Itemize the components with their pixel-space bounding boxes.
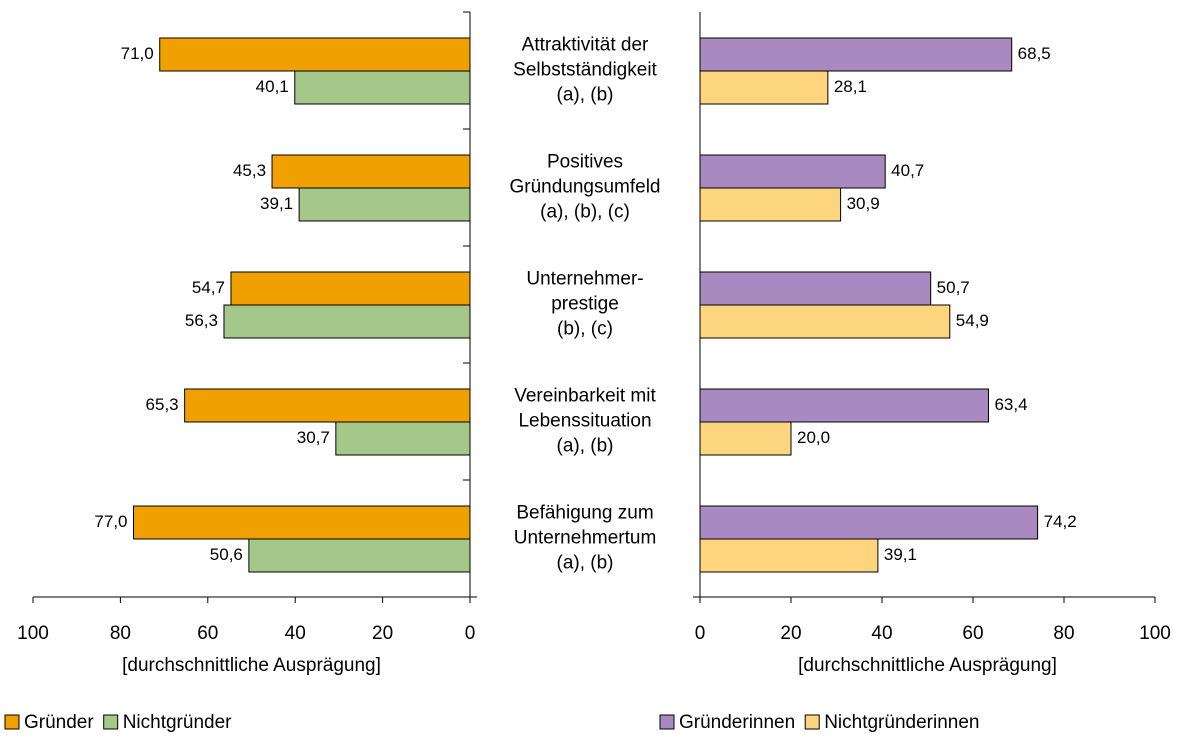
category-label: Unternehmertum: [514, 528, 657, 549]
bar: [699, 505, 1039, 540]
bar: [699, 271, 932, 306]
category-label: Unternehmer-: [526, 269, 643, 290]
category-label: Gründungsumfeld: [509, 177, 660, 198]
value-label: 74,2: [1044, 512, 1077, 531]
bar: [699, 304, 951, 339]
category-label: (a), (b), (c): [540, 202, 630, 223]
value-label: 30,7: [297, 428, 330, 447]
bar: [699, 538, 879, 573]
value-label: 39,1: [260, 194, 293, 213]
legend-swatch: [659, 714, 675, 730]
x-tick-label: 20: [780, 623, 801, 644]
category-label: Lebenssituation: [518, 411, 651, 432]
value-label: 68,5: [1018, 44, 1051, 63]
value-label: 20,0: [797, 428, 830, 447]
bar: [699, 388, 989, 423]
bar: [294, 70, 471, 105]
category-label: Selbstständigkeit: [513, 60, 657, 81]
x-tick-label: 0: [465, 623, 476, 644]
bar: [271, 154, 471, 189]
value-label: 40,7: [891, 161, 924, 180]
bar: [133, 505, 471, 540]
value-label: 63,4: [994, 395, 1027, 414]
value-label: 65,3: [146, 395, 179, 414]
legend-swatch: [4, 714, 20, 730]
value-label: 45,3: [233, 161, 266, 180]
legend-label: Gründer: [24, 712, 94, 733]
category-label: Vereinbarkeit mit: [514, 386, 656, 407]
value-label: 30,9: [847, 194, 880, 213]
x-tick-label: 60: [962, 623, 983, 644]
value-label: 54,7: [192, 278, 225, 297]
value-label: 71,0: [121, 44, 154, 63]
x-tick-label: 40: [285, 623, 306, 644]
x-tick-label: 80: [110, 623, 131, 644]
x-tick-label: 100: [17, 623, 49, 644]
bar: [223, 304, 471, 339]
value-label: 56,3: [185, 311, 218, 330]
value-label: 39,1: [884, 545, 917, 564]
category-label: Attraktivität der: [522, 35, 649, 56]
bar: [230, 271, 471, 306]
x-tick-label: 20: [372, 623, 393, 644]
bar: [184, 388, 471, 423]
legend-label: Gründerinnen: [679, 712, 795, 733]
bar: [335, 421, 471, 456]
bar: [699, 154, 886, 189]
bar: [699, 187, 842, 222]
category-label: (a), (b): [557, 553, 614, 574]
legend-label: Nichtgründer: [123, 712, 232, 733]
x-tick-label: 60: [197, 623, 218, 644]
bar: [699, 70, 829, 105]
category-label: Positives: [547, 152, 623, 173]
legend-swatch: [103, 714, 119, 730]
category-label: (a), (b): [557, 436, 614, 457]
x-tick-label: 40: [871, 623, 892, 644]
x-tick-label: 100: [1139, 623, 1171, 644]
category-label: prestige: [551, 294, 619, 315]
bar: [248, 538, 471, 573]
category-label: (b), (c): [557, 319, 613, 340]
legend-swatch: [804, 714, 820, 730]
value-label: 40,1: [256, 77, 289, 96]
category-label: (a), (b): [557, 85, 614, 106]
category-label: Befähigung zum: [516, 503, 653, 524]
bar: [298, 187, 471, 222]
bar: [159, 37, 471, 72]
value-label: 50,6: [210, 545, 243, 564]
legend-label: Nichtgründerinnen: [824, 712, 979, 733]
x-tick-label: 0: [695, 623, 706, 644]
bar: [699, 37, 1013, 72]
x-axis-label: [durchschnittliche Ausprägung]: [798, 655, 1057, 676]
bar: [699, 421, 792, 456]
x-axis-label: [durchschnittliche Ausprägung]: [122, 655, 381, 676]
value-label: 54,9: [956, 311, 989, 330]
x-tick-label: 80: [1053, 623, 1074, 644]
value-label: 50,7: [937, 278, 970, 297]
value-label: 28,1: [834, 77, 867, 96]
value-label: 77,0: [94, 512, 127, 531]
